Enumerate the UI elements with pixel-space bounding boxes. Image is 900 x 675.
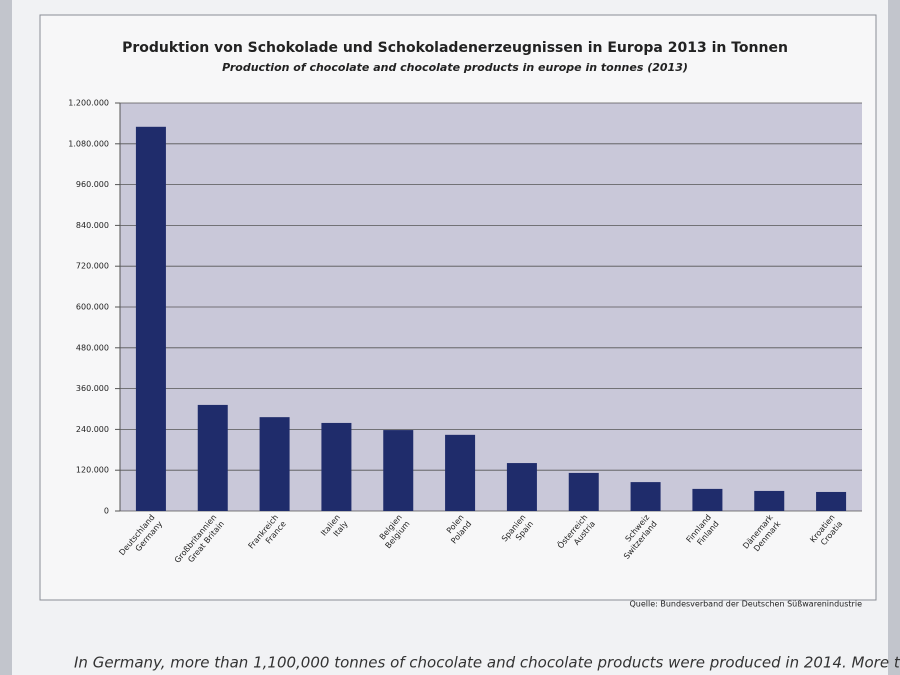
bar <box>816 491 847 511</box>
bar <box>568 472 599 511</box>
bar <box>197 404 228 511</box>
y-tick-label: 1.080.000 <box>68 139 109 148</box>
bar <box>383 430 414 511</box>
y-tick-label: 480.000 <box>76 343 109 352</box>
y-tick-label: 600.000 <box>76 303 109 312</box>
bar <box>259 417 290 511</box>
y-tick-label: 720.000 <box>76 262 109 271</box>
bar <box>630 482 661 511</box>
y-tick-label: 960.000 <box>76 180 109 189</box>
caption: In Germany, more than 1,100,000 tonnes o… <box>74 654 900 672</box>
y-tick-label: 120.000 <box>76 466 109 475</box>
bar <box>321 422 352 511</box>
y-tick-label: 360.000 <box>76 384 109 393</box>
chart-title: Produktion von Schokolade und Schokolade… <box>122 40 788 56</box>
y-tick-label: 1.200.000 <box>68 99 109 108</box>
bar <box>506 463 537 511</box>
bar <box>754 490 785 511</box>
bar <box>135 126 166 512</box>
y-tick-label: 240.000 <box>76 425 109 434</box>
bar <box>692 488 723 511</box>
chart-subtitle: Production of chocolate and chocolate pr… <box>222 61 688 74</box>
y-tick-label: 0 <box>104 507 109 516</box>
bar <box>445 434 476 511</box>
source: Quelle: Bundesverband der Deutschen Süßw… <box>629 600 862 609</box>
y-tick-label: 840.000 <box>76 221 109 230</box>
